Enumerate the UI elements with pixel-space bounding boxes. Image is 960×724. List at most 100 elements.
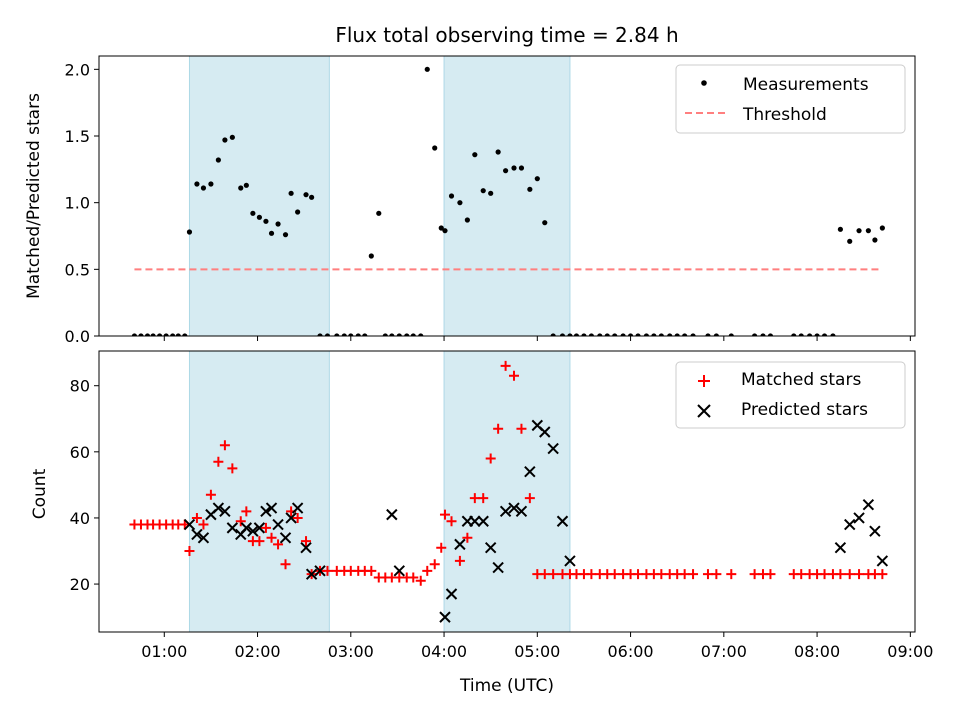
bottom-predicted-point bbox=[265, 502, 278, 514]
bottom-matched-point bbox=[235, 516, 246, 527]
bottom-matched-point bbox=[213, 456, 224, 467]
top-point bbox=[229, 134, 235, 140]
bottom-predicted-point bbox=[492, 561, 504, 574]
top-point bbox=[175, 333, 181, 336]
top-point bbox=[830, 333, 836, 336]
top-point bbox=[767, 333, 774, 336]
top-point bbox=[404, 333, 410, 336]
top-point bbox=[612, 333, 618, 336]
top-point bbox=[674, 333, 680, 336]
top-point bbox=[807, 333, 813, 336]
top-point bbox=[682, 333, 688, 336]
bottom-matched-point bbox=[877, 569, 888, 580]
bottom-predicted-point bbox=[876, 555, 889, 567]
bottom-predicted-point bbox=[305, 568, 318, 580]
bottom-predicted-point bbox=[524, 465, 536, 478]
top-point bbox=[432, 145, 438, 151]
bottom-predicted-point bbox=[247, 525, 259, 537]
top-point bbox=[728, 333, 734, 336]
top-point bbox=[438, 225, 444, 231]
top-point bbox=[472, 152, 478, 158]
bottom-matched-point bbox=[422, 565, 433, 576]
bottom-matched-point bbox=[439, 509, 450, 520]
bottom-matched-point bbox=[254, 536, 265, 547]
bottom-matched-point bbox=[301, 536, 312, 547]
bottom-matched-point bbox=[508, 370, 519, 381]
bottom-predicted-point bbox=[853, 512, 865, 524]
top-point bbox=[138, 333, 144, 336]
top-point bbox=[620, 333, 626, 336]
top-point bbox=[317, 333, 323, 336]
bottom-matched-point bbox=[844, 569, 855, 580]
top-point bbox=[798, 333, 804, 336]
bottom-y-tick-label: 20 bbox=[70, 575, 90, 594]
bottom-predicted-point bbox=[515, 505, 528, 518]
top-point bbox=[275, 221, 281, 227]
top-point bbox=[341, 333, 347, 336]
bottom-predicted-point bbox=[445, 588, 458, 600]
top-point bbox=[282, 232, 289, 238]
bottom-x-tick-label: 03:00 bbox=[328, 642, 374, 661]
top-point bbox=[376, 210, 382, 216]
top-point bbox=[760, 333, 766, 336]
bottom-predicted-point bbox=[439, 611, 451, 623]
bottom-matched-point bbox=[702, 569, 713, 580]
bottom-matched-point bbox=[219, 440, 230, 451]
top-point bbox=[651, 333, 657, 336]
bottom-matched-point bbox=[539, 569, 550, 580]
top-point bbox=[550, 333, 556, 336]
bottom-predicted-point bbox=[564, 555, 576, 567]
bottom-panel: 20 40 60 80 01:00 02:00 03:00 04:00 05:00 06:00 07… bbox=[70, 350, 933, 661]
bottom-matched-point bbox=[726, 569, 737, 580]
top-point bbox=[495, 149, 501, 155]
bottom-matched-point bbox=[500, 360, 511, 371]
top-point bbox=[256, 214, 263, 220]
bottom-predicted-point bbox=[469, 515, 481, 527]
bottom-matched-point bbox=[819, 569, 830, 580]
top-frame bbox=[98, 55, 916, 337]
top-point bbox=[503, 168, 509, 174]
legend-measurements-label: Measurements bbox=[743, 75, 869, 95]
top-point bbox=[573, 333, 580, 336]
top-point bbox=[355, 333, 361, 336]
legend-predicted-label: Predicted stars bbox=[741, 400, 868, 420]
bottom-predicted-point bbox=[197, 532, 210, 544]
top-y-tick-label: 1.0 bbox=[65, 194, 90, 213]
bottom-matched-point bbox=[260, 522, 271, 533]
top-point bbox=[457, 200, 463, 206]
top-point bbox=[144, 333, 151, 336]
bottom-x-tick-label: 05:00 bbox=[514, 642, 560, 661]
bottom-matched-point bbox=[266, 532, 277, 543]
bottom-plot-area bbox=[129, 360, 889, 623]
top-point bbox=[518, 165, 525, 171]
bottom-predicted-point bbox=[240, 522, 253, 534]
top-point bbox=[872, 237, 878, 243]
bottom-matched-point bbox=[796, 569, 807, 580]
top-point bbox=[791, 333, 797, 336]
bottom-frame bbox=[98, 350, 916, 633]
top-point bbox=[424, 66, 430, 72]
top-point bbox=[170, 333, 176, 336]
top-point bbox=[814, 333, 820, 336]
top-point bbox=[705, 333, 711, 336]
bottom-matched-point bbox=[205, 489, 216, 500]
top-point bbox=[348, 333, 354, 336]
bottom-predicted-point bbox=[477, 515, 489, 527]
top-point bbox=[581, 333, 587, 336]
legend-matched-marker bbox=[698, 375, 710, 387]
top-point bbox=[821, 333, 828, 336]
top-point bbox=[604, 333, 610, 336]
bottom-matched-point bbox=[292, 512, 303, 523]
bottom-predicted-point bbox=[253, 522, 266, 534]
top-point bbox=[567, 333, 573, 336]
bottom-predicted-point bbox=[393, 565, 405, 577]
top-point bbox=[643, 333, 650, 336]
legend-threshold-label: Threshold bbox=[742, 105, 827, 125]
top-series-0 bbox=[131, 66, 885, 336]
top-point bbox=[751, 333, 758, 336]
bottom-matched-point bbox=[586, 569, 597, 580]
bottom-x-tick-label: 09:00 bbox=[887, 642, 933, 661]
top-point bbox=[163, 333, 169, 336]
bottom-predicted-point bbox=[291, 502, 304, 514]
top-point bbox=[288, 190, 294, 196]
